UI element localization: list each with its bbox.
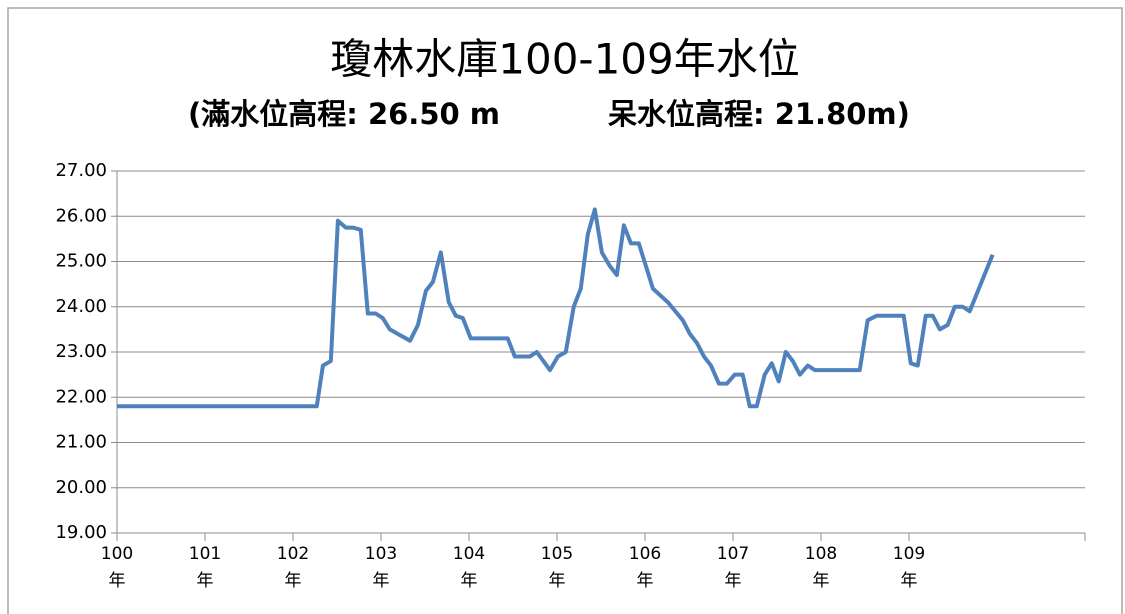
y-tick-label: 23.00 xyxy=(55,341,107,362)
x-tick-label: 101年 xyxy=(188,544,222,591)
y-tick-label: 24.00 xyxy=(55,296,107,317)
chart-title: 瓊林水庫100-109年水位 xyxy=(330,35,800,84)
data-line xyxy=(117,207,995,409)
x-tick-label: 106年 xyxy=(628,544,662,591)
y-tick-label: 20.00 xyxy=(55,477,107,498)
y-tick-label: 26.00 xyxy=(55,205,107,226)
x-tick-label: 109年 xyxy=(892,544,926,591)
x-tick-label: 107年 xyxy=(716,544,750,591)
chart-subtitle: 呆水位高程: 21.80m) xyxy=(608,97,910,131)
y-tick-label: 21.00 xyxy=(55,432,107,453)
x-tick-label: 108年 xyxy=(804,544,838,591)
y-tick-label: 22.00 xyxy=(55,386,107,407)
y-tick-label: 25.00 xyxy=(55,251,107,272)
chart-subtitle: (滿水位高程: 26.50 m xyxy=(188,97,500,131)
x-tick-label: 102年 xyxy=(276,544,310,591)
x-tick-label: 105年 xyxy=(540,544,574,591)
y-tick-label: 19.00 xyxy=(55,522,107,543)
x-tick-label: 104年 xyxy=(452,544,486,591)
x-tick-label: 100年 xyxy=(100,544,134,591)
chart-border xyxy=(7,7,1123,614)
y-tick-label: 27.00 xyxy=(55,160,107,181)
x-tick-label: 103年 xyxy=(364,544,398,591)
